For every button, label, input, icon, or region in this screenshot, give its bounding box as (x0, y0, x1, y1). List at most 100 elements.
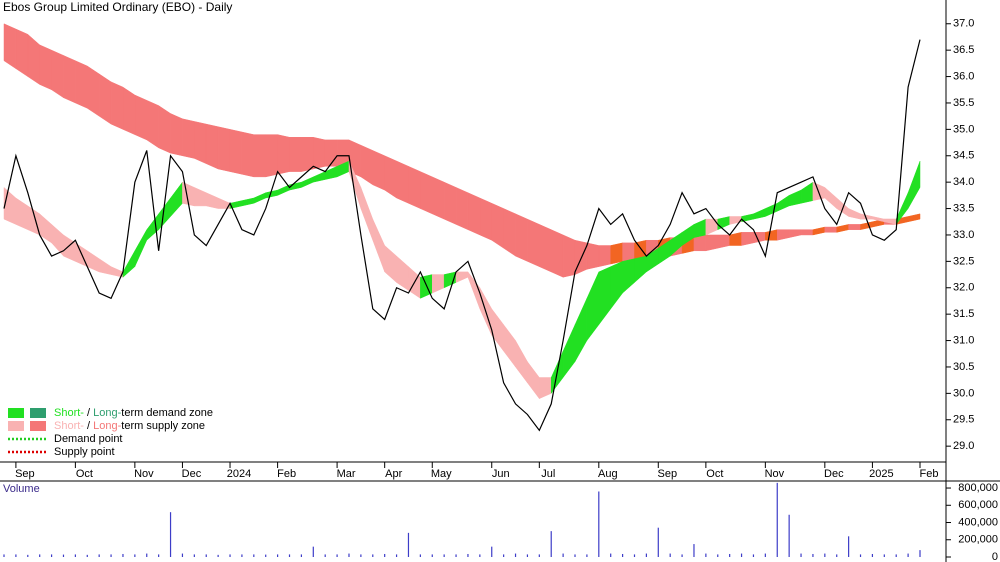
volume-bar (919, 550, 921, 557)
volume-bar (134, 554, 136, 557)
long-term-zone (289, 137, 302, 172)
volume-bar (681, 554, 683, 557)
long-term-zone (324, 139, 338, 167)
volume-bar (455, 554, 457, 557)
volume-bar (729, 553, 731, 557)
volume-bar (848, 536, 850, 557)
volume-bar (395, 554, 398, 557)
long-term-zone (598, 245, 611, 267)
legend-swatch (30, 408, 46, 418)
volume-bar (193, 554, 195, 557)
volume-bar (229, 554, 231, 557)
volume-bar (657, 527, 659, 557)
x-tick-label: Nov (765, 468, 785, 480)
x-tick-label: Feb (277, 468, 296, 480)
volume-bar (300, 554, 303, 557)
volume-bar (491, 546, 493, 557)
volume-bar (586, 554, 588, 557)
volume-bar (526, 554, 529, 557)
y-tick-label: 34.5 (953, 150, 974, 162)
chart-title: Ebos Group Limited Ordinary (EBO) - Dail… (3, 0, 232, 14)
y-tick-label: 33.5 (953, 202, 974, 214)
long-term-zone (824, 226, 837, 233)
volume-bar (836, 554, 838, 557)
x-tick-label: Jun (492, 468, 510, 480)
long-term-zone (705, 234, 719, 252)
long-term-zone (800, 229, 814, 236)
y-tick-label: 31.5 (953, 308, 974, 320)
volume-bar (621, 553, 624, 557)
volume-bar (241, 554, 243, 557)
volume-bar (503, 554, 505, 557)
long-term-zone (98, 73, 112, 125)
long-term-zone (217, 126, 231, 172)
volume-bar (348, 553, 350, 557)
x-tick-label: Oct (76, 468, 93, 480)
long-term-zone (515, 213, 528, 262)
long-term-zone (907, 213, 921, 223)
long-term-zone (63, 55, 76, 104)
long-term-zone (467, 192, 481, 236)
volume-bar (859, 554, 862, 557)
volume-bar (39, 554, 41, 557)
legend-swatch (8, 408, 24, 418)
legend-text: term demand zone (121, 407, 213, 419)
volume-bar (645, 553, 647, 557)
volume-bar (27, 554, 29, 557)
long-term-zone (420, 171, 433, 215)
volume-bar (419, 554, 421, 557)
x-tick-label: Sep (657, 468, 677, 480)
long-term-zone (455, 187, 469, 231)
long-term-zone (432, 176, 445, 220)
long-term-zone (15, 28, 29, 78)
volume-bar (3, 554, 5, 557)
y-tick-label: 30.5 (953, 361, 974, 373)
long-term-zone (253, 134, 266, 178)
price-line (3, 39, 921, 432)
legend-label: Supply point (54, 446, 115, 458)
volume-bar (288, 554, 291, 557)
x-tick-label: 2025 (869, 468, 893, 480)
x-tick-label: Dec (824, 468, 844, 480)
long-term-zone (182, 118, 195, 159)
volume-bar (158, 554, 160, 557)
long-term-zone (527, 218, 540, 268)
long-term-zone (479, 197, 492, 241)
long-term-zone (110, 81, 124, 130)
volume-tick-label: 400,000 (958, 516, 998, 528)
long-term-zone (194, 121, 207, 165)
volume-bar (669, 553, 671, 557)
long-term-zone (586, 242, 600, 270)
legend-label: Short- / Long-term demand zone (54, 407, 213, 419)
legend-text: term supply zone (121, 420, 205, 432)
legend-text: Long- (93, 407, 121, 419)
x-tick-label: May (431, 468, 452, 480)
long-term-zone (170, 113, 183, 157)
volume-bar (146, 553, 148, 557)
legend-text: Demand point (54, 433, 123, 445)
long-term-zone (241, 131, 255, 178)
long-term-zone (229, 129, 243, 175)
y-tick-label: 32.0 (953, 282, 974, 294)
legend-text: / (84, 420, 93, 432)
volume-bar (205, 554, 207, 557)
volume-bar (598, 491, 600, 557)
volume-tick-label: 200,000 (958, 534, 998, 546)
long-term-zone (503, 208, 516, 257)
y-tick-label: 29.0 (953, 440, 974, 452)
long-term-zone (491, 202, 504, 249)
volume-bar (907, 553, 909, 557)
long-term-zone (562, 234, 576, 278)
long-term-zone (122, 86, 136, 136)
legend-swatch (30, 421, 46, 431)
volume-bar (50, 554, 53, 557)
volume-bar (169, 512, 172, 557)
volume-bar (110, 554, 112, 557)
y-tick-label: 35.0 (953, 123, 974, 135)
long-term-zone (408, 165, 421, 209)
volume-bar (62, 554, 65, 557)
volume-bar (431, 554, 433, 557)
long-term-zone (277, 134, 290, 175)
